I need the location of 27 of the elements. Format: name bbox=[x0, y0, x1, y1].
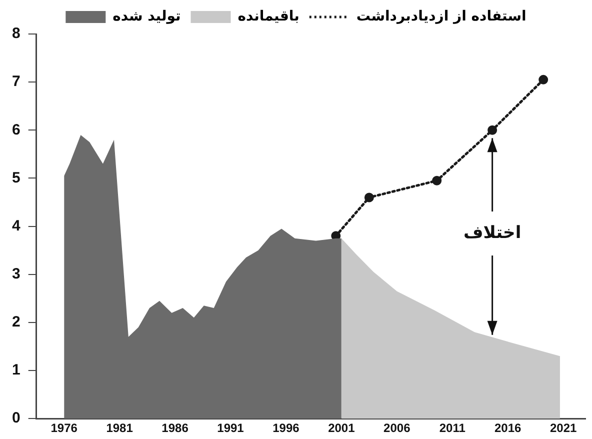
x-tick-label: 1991 bbox=[217, 421, 244, 436]
x-tick-label: 2006 bbox=[384, 421, 411, 436]
legend-label: استفاده از ازدیادبرداشت bbox=[356, 8, 526, 25]
x-tick-label: 2011 bbox=[439, 421, 466, 436]
y-tick-label: 4 bbox=[12, 217, 21, 234]
point bbox=[488, 125, 498, 135]
x-tick-label: 1996 bbox=[272, 421, 300, 436]
x-tick-label: 1981 bbox=[106, 421, 134, 436]
y-tick-label: 2 bbox=[12, 314, 20, 331]
point bbox=[538, 74, 548, 84]
y-tick-label: 5 bbox=[12, 169, 20, 186]
y-tick-label: 7 bbox=[12, 73, 20, 90]
point bbox=[364, 192, 374, 202]
x-tick-label: 1976 bbox=[50, 421, 78, 436]
legend-label: تولید شده bbox=[112, 8, 181, 25]
y-tick-label: 1 bbox=[12, 362, 20, 379]
point bbox=[432, 176, 442, 186]
x-tick-label: 2021 bbox=[550, 421, 577, 436]
x-tick-label: 1986 bbox=[162, 421, 189, 436]
y-tick-label: 8 bbox=[12, 25, 20, 42]
x-tick-label: 2001 bbox=[328, 421, 356, 436]
x-tick-label: 2016 bbox=[494, 421, 522, 436]
legend-label: باقیمانده bbox=[238, 8, 300, 25]
y-tick-label: 0 bbox=[12, 410, 20, 427]
y-tick-label: 3 bbox=[12, 266, 20, 283]
annotation: اختلاف bbox=[463, 222, 522, 243]
y-tick-label: 6 bbox=[12, 121, 20, 138]
